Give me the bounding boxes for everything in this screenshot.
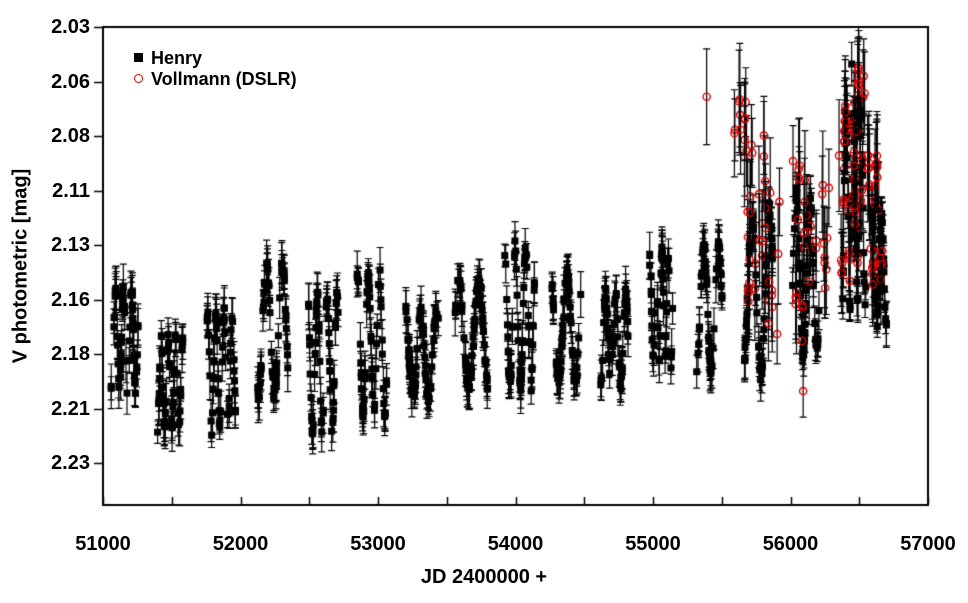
y-tick-label: 2.23: [51, 452, 90, 474]
y-tick-label: 2.18: [51, 343, 90, 365]
y-tick-label: 2.06: [51, 70, 90, 93]
x-tick-label: 57000: [900, 533, 956, 555]
x-tick-label: 51000: [75, 533, 131, 555]
legend-item-vollmann: Vollmann (DSLR): [134, 68, 297, 89]
legend-label-henry: Henry: [151, 47, 203, 68]
legend-label-vollmann: Vollmann (DSLR): [151, 68, 297, 89]
x-tick-label: 52000: [212, 533, 269, 555]
x-tick-label: 56000: [762, 533, 819, 555]
y-tick-label: 2.03: [51, 16, 90, 38]
y-axis-title: V photometric [mag]: [9, 168, 32, 364]
legend: Henry Vollmann (DSLR): [134, 47, 297, 89]
legend-item-henry: Henry: [134, 47, 297, 68]
y-tick-label: 2.13: [51, 234, 90, 256]
y-tick-label: 2.08: [51, 125, 90, 147]
x-tick-label: 54000: [487, 533, 544, 555]
y-tick-label: 2.21: [51, 397, 90, 420]
x-tick-label: 55000: [625, 533, 681, 555]
x-axis-title: JD 2400000 +: [420, 566, 548, 588]
open-circle-marker-icon: [134, 74, 143, 83]
filled-square-marker-icon: [134, 53, 143, 62]
y-tick-label: 2.16: [51, 288, 90, 311]
x-tick-label: 53000: [350, 533, 406, 555]
y-tick-label: 2.11: [52, 179, 90, 202]
